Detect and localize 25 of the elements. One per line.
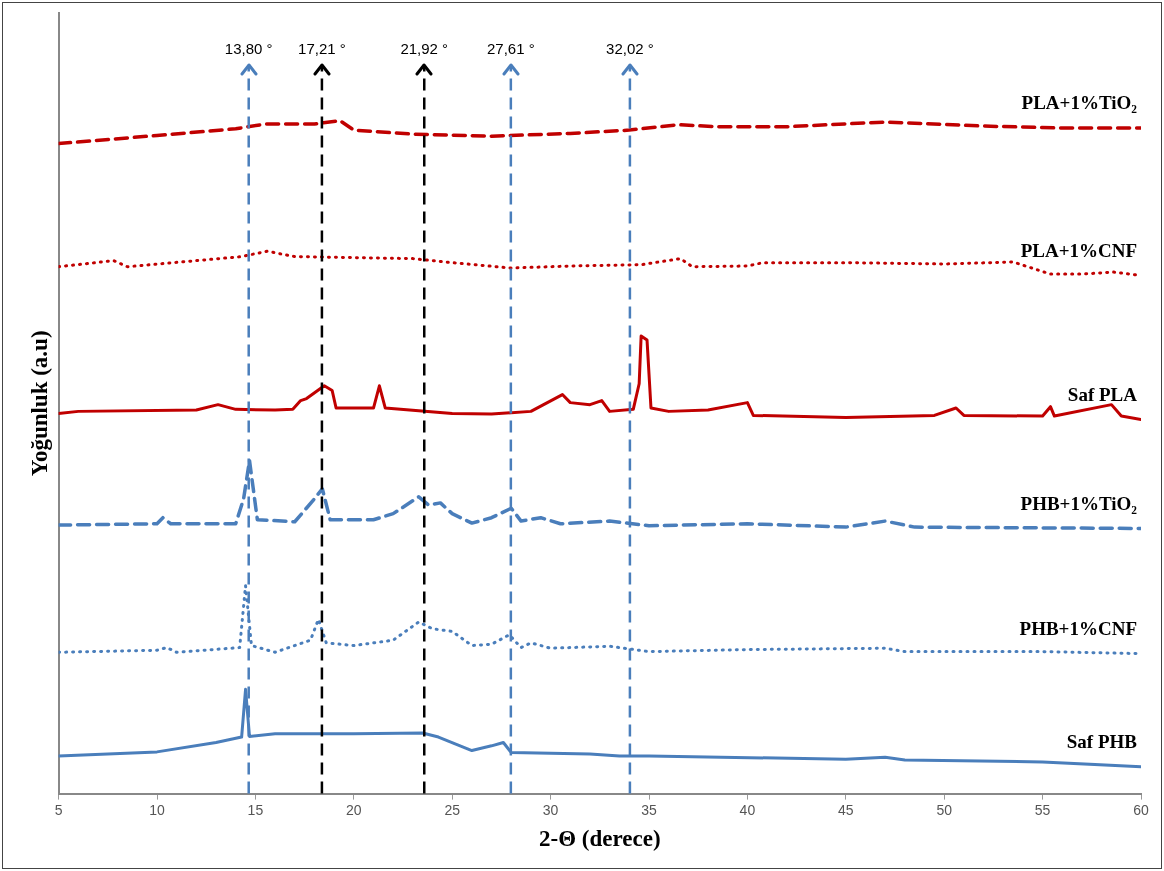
- text: 13,80 °: [224, 39, 273, 57]
- x-tick-label: 15: [247, 801, 264, 818]
- x-tick-label: 30: [542, 801, 559, 818]
- text: 32,02 °: [606, 39, 654, 57]
- series-label: PLA+1%CNF: [1020, 239, 1137, 261]
- x-tick-label: 20: [346, 801, 362, 818]
- x-tick-label: 10: [149, 801, 165, 818]
- series-label: Saf PLA: [1067, 383, 1138, 405]
- x-tick-label: 35: [641, 801, 657, 818]
- x-tick-label: 45: [838, 801, 854, 818]
- x-tick-label: 55: [1034, 801, 1051, 818]
- x-tick-label: 25: [444, 801, 461, 818]
- text: 17,21 °: [298, 39, 346, 57]
- series-label: PHB+1%CNF: [1019, 618, 1137, 640]
- series-label: PHB+1%TiO₂: [1020, 492, 1138, 514]
- series-label: PLA+1%TiO₂: [1021, 92, 1138, 114]
- x-axis-title: 2-Θ (derece): [539, 826, 661, 852]
- x-tick-label: 40: [739, 801, 756, 818]
- x-tick-label: 60: [1133, 801, 1149, 818]
- text: 27,61 °: [486, 39, 535, 57]
- series-label: Saf PHB: [1066, 731, 1138, 753]
- text: 21,92 °: [400, 39, 449, 57]
- x-tick-label: 5: [54, 801, 63, 818]
- x-tick-label: 50: [936, 801, 953, 818]
- y-axis-title: Yoğunluk (a.u): [26, 330, 52, 477]
